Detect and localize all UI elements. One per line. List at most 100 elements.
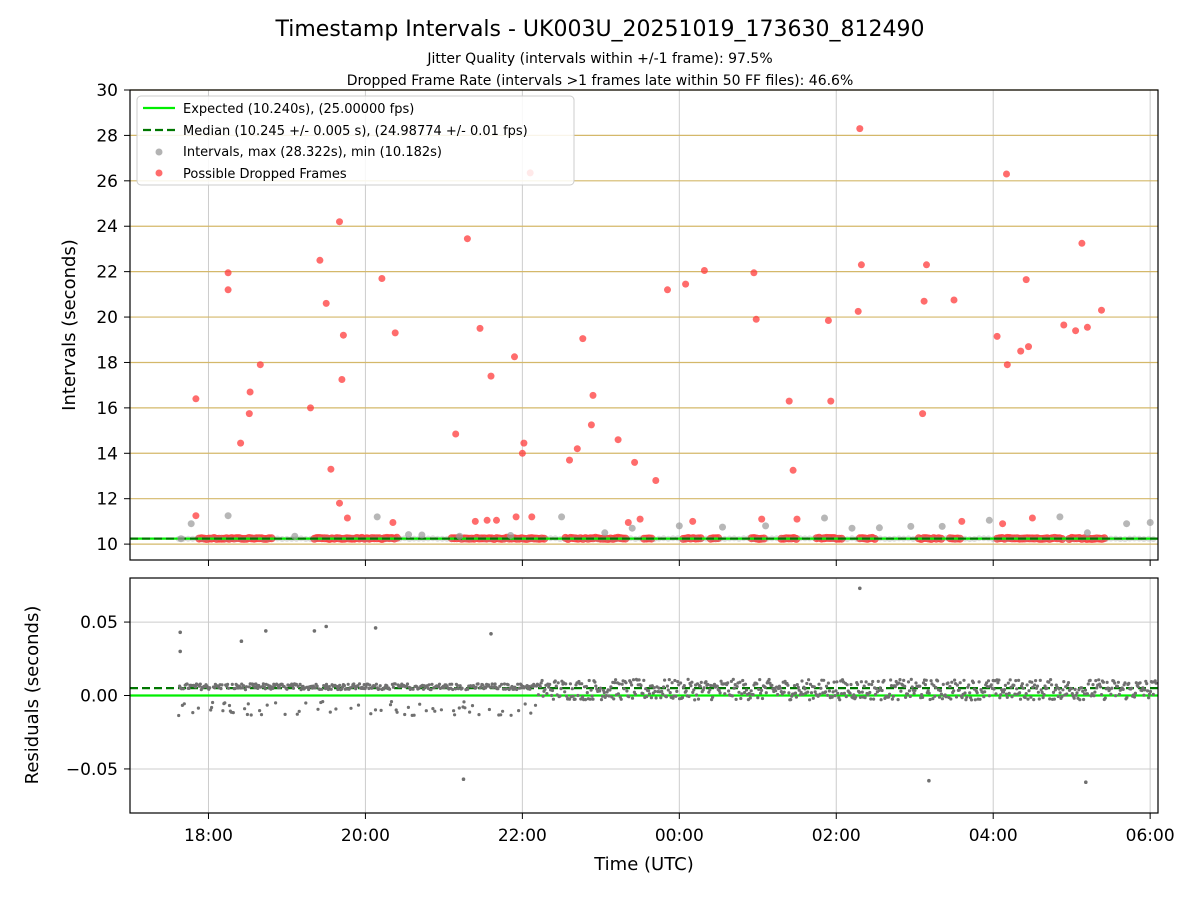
residual-point [906,680,911,684]
dropped-frame-point [856,125,864,133]
residual-point [249,713,253,717]
residual-point [421,687,426,691]
residual-point [431,707,435,711]
residual-point [975,691,979,695]
residual-point [543,687,547,692]
residual-point [220,683,224,687]
residual-point [744,688,749,692]
dropped-frame-point [682,280,690,288]
residual-point [929,679,933,683]
residual-point [806,690,810,694]
residual-point [1030,680,1034,684]
residual-point [757,687,761,692]
residual-point [962,678,966,682]
residual-outlier-point [489,632,493,636]
residual-point [760,696,765,701]
dropped-frame-point [573,445,581,453]
residual-point [830,695,834,699]
residual-point [1099,693,1104,697]
residual-point [1081,689,1085,693]
dropped-frame-point [237,439,245,447]
residual-point [463,706,467,710]
interval-point [875,524,883,532]
residual-point [352,682,356,686]
residual-point [336,687,340,692]
interval-point [938,522,946,530]
dropped-frame-point [785,397,793,405]
residual-point [327,685,331,689]
residual-point [878,686,882,690]
residual-point [1101,680,1105,684]
residual-point [630,696,635,700]
dropped-frame-point [316,256,324,264]
residual-point [442,686,446,690]
residual-point [996,681,1000,685]
residual-point [590,694,594,698]
interval-point [373,513,381,521]
legend-intervals-label: Intervals, max (28.322s), min (10.182s) [183,145,442,160]
residual-point [863,696,867,700]
residual-point [452,709,456,713]
dropped-frame-point [631,458,639,466]
residual-point [405,682,410,686]
residual-point [905,692,910,696]
residual-point [822,678,826,682]
residual-point [378,684,382,688]
dropped-frame-point [579,335,587,343]
residuals-y-axis-label: Residuals (seconds) [22,606,43,785]
dropped-frame-point [1022,276,1030,284]
residual-point [718,691,722,695]
residual-point [799,690,803,694]
dropped-frame-point [327,465,335,473]
residual-point [800,679,804,683]
residual-point [726,681,730,685]
residual-point [958,681,962,685]
residual-point [652,686,656,690]
interval-point [628,524,636,532]
residual-point [631,678,636,682]
residual-point [614,678,618,682]
residual-point [1031,685,1035,689]
residual-point [741,678,745,683]
residual-point [710,698,714,702]
residual-point [430,682,434,686]
residual-point [1014,679,1018,683]
residual-point [389,700,394,704]
residual-point [675,689,679,694]
residual-point [393,682,397,686]
dropped-frame-point [1078,239,1086,247]
residual-point [545,692,549,696]
residual-point [849,682,853,687]
residual-point [453,713,457,717]
residual-point [1078,698,1082,702]
residual-point [1060,695,1064,699]
residual-point [939,692,944,696]
residual-point [221,709,225,713]
residual-point [797,688,801,692]
residual-point [1083,688,1088,692]
residual-point [1004,692,1009,696]
interval-point [601,529,609,537]
residual-point [946,681,950,685]
residual-point [934,685,938,690]
residual-point [198,682,202,686]
residual-point [665,684,670,688]
residual-point [616,692,621,696]
residual-point [256,686,260,691]
residual-point [1048,697,1052,701]
residual-point [1138,681,1142,685]
interval-point [985,516,993,524]
residual-point [624,681,628,685]
residuals-plot: 0.05 0.00 −0.05 18:00 20:00 22:00 00:00 02:00 0… [22,577,1175,875]
residual-point [1085,692,1089,696]
residual-point [871,679,875,684]
residual-point [647,689,651,693]
residual-point [307,687,311,692]
residual-point [933,694,937,698]
residual-point [689,684,693,688]
residual-point [844,695,848,699]
interval-point [177,535,185,543]
dropped-frame-point [256,361,264,369]
dropped-frame-point [1072,327,1080,335]
